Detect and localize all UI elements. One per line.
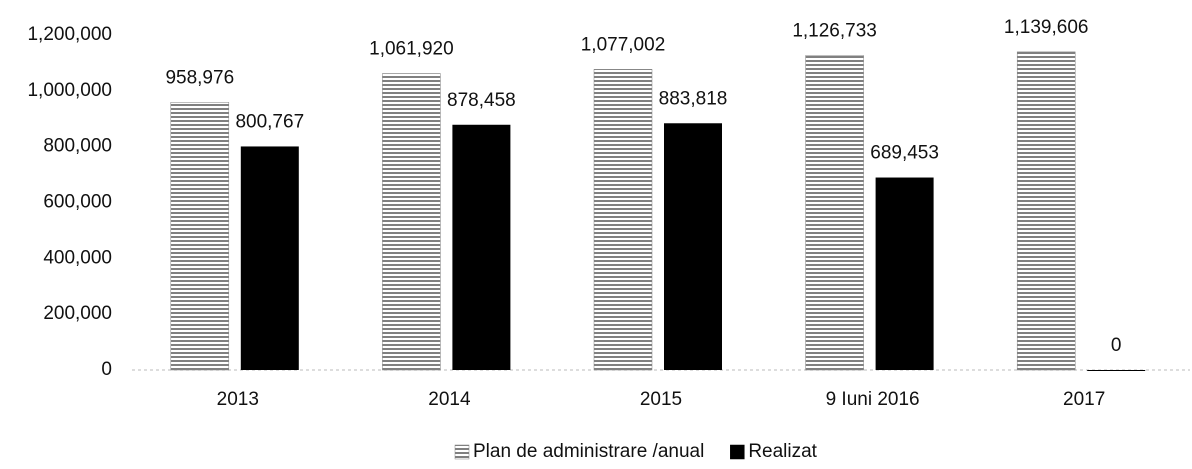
y-tick-label: 200,000 <box>43 303 112 324</box>
bar <box>805 55 864 371</box>
legend-label: Realizat <box>748 441 817 462</box>
value-label: 883,818 <box>659 88 728 109</box>
value-label: 878,458 <box>447 90 516 111</box>
value-label: 1,139,606 <box>1004 17 1089 38</box>
legend-swatch <box>454 444 470 460</box>
y-tick-label: 1,000,000 <box>27 80 112 101</box>
x-tick-label: 9 Iuni 2016 <box>826 389 920 410</box>
y-tick-label: 1,200,000 <box>27 24 112 45</box>
bar <box>1016 51 1076 371</box>
x-tick-label: 2014 <box>428 389 471 410</box>
value-label: 800,767 <box>235 111 304 132</box>
bar <box>452 124 511 370</box>
bar <box>382 73 441 371</box>
bar <box>593 69 653 371</box>
value-label: 0 <box>1111 335 1122 356</box>
y-tick-label: 400,000 <box>43 247 112 268</box>
value-label: 1,077,002 <box>581 34 666 55</box>
y-tick-label: 800,000 <box>43 136 112 157</box>
value-label: 1,061,920 <box>369 39 454 60</box>
bar <box>1087 370 1146 371</box>
y-tick-label: 0 <box>101 359 112 380</box>
y-tick-label: 600,000 <box>43 192 112 213</box>
x-tick-label: 2013 <box>217 389 259 410</box>
bar <box>875 177 934 370</box>
legend-swatch <box>730 444 745 460</box>
value-label: 1,126,733 <box>792 20 877 41</box>
bar <box>664 123 722 370</box>
value-label: 689,453 <box>870 143 939 164</box>
bar <box>170 102 230 371</box>
legend-label: Plan de administrare /anual <box>473 441 704 462</box>
x-tick-label: 2017 <box>1063 389 1105 410</box>
bar <box>240 146 299 370</box>
x-tick-label: 2015 <box>640 389 682 410</box>
value-label: 958,976 <box>165 67 234 88</box>
